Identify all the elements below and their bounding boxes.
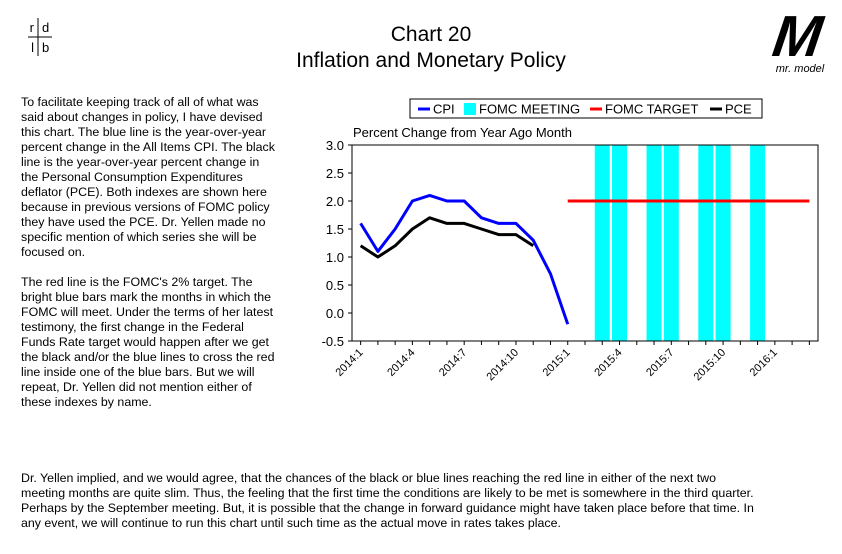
legend-box: [409, 98, 763, 119]
x-tick-label: 2014:1: [333, 347, 365, 379]
bar: [698, 145, 714, 341]
x-tick-label: 2014:10: [484, 347, 521, 384]
bar: [646, 145, 662, 341]
series-line: [359, 193, 570, 325]
legend-label: FOMC TARGET: [605, 102, 698, 117]
chart-title: Percent Change from Year Ago Month: [353, 125, 572, 140]
logo-letter: d: [42, 20, 49, 35]
subtitle: Inflation and Monetary Policy: [296, 49, 566, 72]
x-tick-label: 2016:1: [748, 347, 780, 379]
logo-letter: l: [31, 40, 34, 55]
bar: [663, 145, 679, 341]
x-tick-label: 2014:7: [437, 347, 469, 379]
logo-mark: M: [769, 6, 828, 69]
legend-swatch: [464, 103, 476, 115]
logo-text: mr. model: [776, 63, 825, 75]
bar: [612, 145, 628, 341]
series-line: [359, 216, 535, 259]
x-tick-label: 2014:4: [385, 347, 417, 379]
bar: [715, 145, 731, 341]
legend-label: FOMC MEETING: [479, 102, 580, 117]
logo-left: r d l b: [28, 18, 52, 56]
logo-letter: b: [42, 40, 49, 55]
x-tick-label: 2015:4: [592, 347, 624, 379]
title: Chart 20: [390, 23, 472, 46]
chart: Percent Change from Year Ago Month 3.0 2.…: [322, 98, 819, 384]
y-tick-label: 1.5: [326, 222, 344, 237]
paragraph: The red line is the FOMC's 2% target. Th…: [21, 275, 275, 409]
y-tick-label: 3.0: [326, 138, 344, 153]
logo-right: M mr. model: [769, 6, 828, 75]
x-tick-label: 2015:10: [692, 347, 729, 384]
logo-letter: r: [30, 20, 35, 35]
bar: [750, 145, 766, 341]
x-tick-label: 2015:7: [644, 347, 676, 379]
left-text: To facilitate keeping track of all of wh…: [21, 95, 279, 410]
paragraph: To facilitate keeping track of all of wh…: [21, 95, 275, 259]
y-tick-label: -0.5: [322, 334, 344, 349]
bottom-text: Dr. Yellen implied, and we would agree, …: [21, 471, 754, 530]
header: Chart 20 Inflation and Monetary Policy: [0, 22, 842, 74]
legend-label: CPI: [433, 102, 455, 117]
bar: [594, 145, 610, 341]
y-tick-label: 1.0: [326, 250, 344, 265]
x-tick-label: 2015:1: [541, 347, 573, 379]
plot-frame: [351, 144, 819, 342]
y-tick-label: 0.0: [326, 306, 344, 321]
y-tick-label: 2.5: [326, 166, 344, 181]
legend-label: PCE: [725, 102, 752, 117]
y-tick-label: 2.0: [326, 194, 344, 209]
y-tick-label: 0.5: [326, 278, 344, 293]
